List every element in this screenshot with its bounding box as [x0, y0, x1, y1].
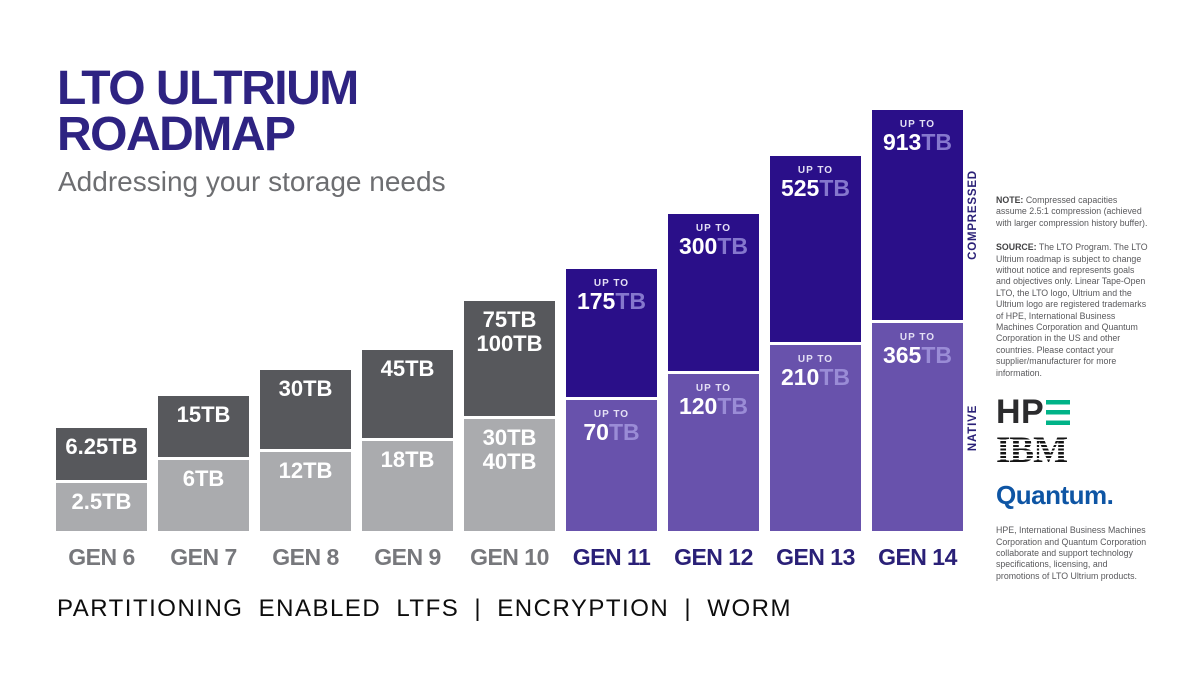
- capacity-value: 210TB: [780, 364, 851, 390]
- capacity-value: 2.5TB: [71, 489, 132, 514]
- compressed-segment: UP TO 525TB: [770, 156, 861, 342]
- note-label: NOTE:: [996, 195, 1024, 205]
- hpe-logo-text: HP: [996, 393, 1045, 432]
- side-panel: NOTE: Compressed capacities assume 2.5:1…: [996, 195, 1148, 582]
- legal-text: HPE, International Business Machines Cor…: [996, 525, 1147, 581]
- capacity-value: 18TB: [380, 447, 435, 472]
- axis-label-native: NATIVE: [967, 404, 979, 452]
- capacity-unit: TB: [608, 419, 640, 445]
- native-segment: UP TO 120TB: [668, 374, 759, 531]
- capacity-value: 365TB: [882, 342, 953, 368]
- bar-gen-14: UP TO 913TB UP TO 365TB GEN 14: [872, 110, 963, 570]
- compressed-segment: 45TB: [362, 350, 453, 438]
- page-title-line1: LTO ULTRIUM: [57, 62, 359, 115]
- compressed-segment: UP TO 300TB: [668, 214, 759, 371]
- note-text: Compressed capacities assume 2.5:1 compr…: [996, 195, 1148, 228]
- gen-label: GEN 14: [878, 544, 957, 570]
- compressed-segment: 30TB: [260, 370, 351, 449]
- capacity-value: 15TB: [176, 402, 231, 427]
- axis-label-compressed: COMPRESSED: [967, 170, 979, 260]
- capacity-unit: TB: [717, 233, 749, 259]
- bar-gen-7: 15TB 6TB GEN 7: [158, 396, 249, 570]
- capacity-unit: TB: [615, 288, 647, 314]
- capacity-unit: TB: [921, 342, 953, 368]
- compressed-segment: 6.25TB: [56, 428, 147, 480]
- gen-label: GEN 12: [674, 544, 753, 570]
- capacity-unit: TB: [921, 129, 953, 155]
- native-segment: UP TO 365TB: [872, 323, 963, 531]
- gen-label: GEN 13: [776, 544, 855, 570]
- source-text: The LTO Program. The LTO Ultrium roadmap…: [996, 242, 1148, 378]
- gen-label: GEN 7: [170, 544, 237, 570]
- capacity-unit: TB: [717, 393, 749, 419]
- bar-gen-11: UP TO 175TB UP TO 70TB GEN 11: [566, 269, 657, 570]
- capacity-unit: TB: [819, 364, 851, 390]
- bar-gen-12: UP TO 300TB UP TO 120TB GEN 12: [668, 214, 759, 570]
- page-subtitle: Addressing your storage needs: [58, 166, 446, 197]
- capacity-value: 75TB 100TB: [476, 307, 543, 356]
- capacity-value: 6.25TB: [65, 434, 138, 459]
- quantum-logo: Quantum.: [996, 480, 1114, 511]
- native-segment: 6TB: [158, 460, 249, 531]
- up-to-label: UP TO: [899, 119, 936, 130]
- bar-gen-9: 45TB 18TB GEN 9: [362, 350, 453, 570]
- capacity-value: 913TB: [882, 129, 953, 155]
- capacity-value: 6TB: [182, 466, 225, 491]
- page-title-line2: ROADMAP: [57, 108, 296, 161]
- compressed-segment: 15TB: [158, 396, 249, 457]
- up-to-label: UP TO: [593, 409, 630, 420]
- hpe-green-e-icon: [1046, 399, 1071, 425]
- source-paragraph: SOURCE: The LTO Program. The LTO Ultrium…: [996, 242, 1148, 379]
- native-segment: 2.5TB: [56, 483, 147, 531]
- vendor-logos: HP IBM Quantum. HPE, International Busin…: [996, 395, 1148, 582]
- gen-label: GEN 11: [572, 544, 651, 570]
- bar-gen-10: 75TB 100TB 30TB 40TB GEN 10: [464, 301, 555, 570]
- capacity-value: 30TB 40TB: [482, 425, 537, 474]
- compressed-segment: UP TO 913TB: [872, 110, 963, 320]
- capacity-value: 300TB: [678, 233, 749, 259]
- gen-label: GEN 9: [374, 544, 441, 570]
- up-to-label: UP TO: [695, 383, 732, 394]
- note-paragraph: NOTE: Compressed capacities assume 2.5:1…: [996, 195, 1148, 229]
- capacity-value: 12TB: [278, 458, 333, 483]
- bar-gen-13: UP TO 525TB UP TO 210TB GEN 13: [770, 156, 861, 570]
- capacity-value: 525TB: [780, 175, 851, 201]
- capacity-value: 30TB: [278, 376, 333, 401]
- capacity-unit: TB: [819, 175, 851, 201]
- native-segment: UP TO 210TB: [770, 345, 861, 531]
- up-to-label: UP TO: [593, 278, 630, 289]
- up-to-label: UP TO: [899, 332, 936, 343]
- capacity-value: 175TB: [576, 288, 647, 314]
- bar-gen-6: 6.25TB 2.5TB GEN 6: [56, 428, 147, 570]
- compressed-segment: UP TO 175TB: [566, 269, 657, 397]
- native-segment: 30TB 40TB: [464, 419, 555, 531]
- up-to-label: UP TO: [797, 165, 834, 176]
- ibm-logo: IBM: [996, 432, 1148, 472]
- native-segment: 12TB: [260, 452, 351, 531]
- up-to-label: UP TO: [695, 223, 732, 234]
- up-to-label: UP TO: [797, 354, 834, 365]
- feature-strip: PARTITIONING ENABLED LTFS | ENCRYPTION |…: [57, 595, 792, 622]
- native-segment: 18TB: [362, 441, 453, 531]
- page-title: LTO ULTRIUM ROADMAP: [57, 62, 359, 161]
- source-label: SOURCE:: [996, 242, 1037, 253]
- gen-label: GEN 10: [470, 544, 549, 570]
- roadmap-bar-chart: 6.25TB 2.5TB GEN 6 15TB 6TB GEN 7 30TB 12TB GEN …: [56, 0, 968, 570]
- native-segment: UP TO 70TB: [566, 400, 657, 531]
- capacity-value: 70TB: [583, 419, 640, 445]
- capacity-value: 120TB: [678, 393, 749, 419]
- gen-label: GEN 6: [68, 544, 135, 570]
- compressed-segment: 75TB 100TB: [464, 301, 555, 416]
- hpe-logo: HP: [996, 395, 1148, 429]
- bar-gen-8: 30TB 12TB GEN 8: [260, 370, 351, 570]
- ibm-logo-text: IBM: [996, 430, 1068, 472]
- gen-label: GEN 8: [272, 544, 339, 570]
- capacity-value: 45TB: [380, 356, 435, 381]
